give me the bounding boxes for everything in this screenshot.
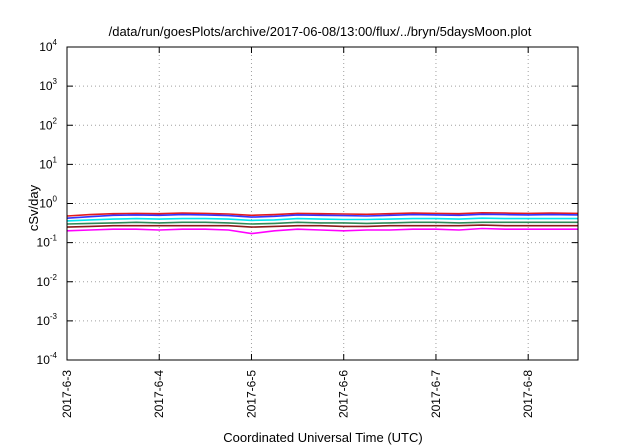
x-tick-label: 2017-6-8 bbox=[521, 370, 535, 418]
y-tick-label: 10-3 bbox=[37, 312, 58, 328]
y-tick-label: 10-4 bbox=[37, 351, 58, 367]
y-tick-label: 100 bbox=[39, 195, 57, 211]
x-axis-label: Coordinated Universal Time (UTC) bbox=[223, 430, 422, 445]
x-tick-label: 2017-6-5 bbox=[244, 370, 258, 418]
series-line bbox=[66, 217, 578, 222]
x-tick-label: 2017-6-3 bbox=[60, 370, 74, 418]
x-tick-label: 2017-6-4 bbox=[152, 370, 166, 418]
grid-lines bbox=[67, 47, 578, 360]
y-tick-label: 101 bbox=[39, 155, 57, 171]
x-tick-label: 2017-6-7 bbox=[429, 370, 443, 418]
series-line bbox=[66, 213, 579, 219]
y-tick-label: 10-2 bbox=[37, 273, 58, 289]
y-tick-label: 102 bbox=[39, 116, 57, 132]
series-line bbox=[66, 221, 578, 225]
series-line bbox=[66, 224, 578, 228]
series-line bbox=[66, 211, 579, 217]
x-tick-label: 2017-6-6 bbox=[337, 370, 351, 418]
series-lines bbox=[66, 211, 579, 235]
y-axis-ticks: 10-4 10-3 10-2 10-1 100 101 102 103 104 bbox=[37, 38, 578, 367]
y-axis-label: cSv/day bbox=[26, 184, 41, 231]
y-tick-label: 10-1 bbox=[37, 234, 58, 250]
y-tick-label: 103 bbox=[39, 77, 57, 93]
series-line bbox=[66, 227, 578, 235]
y-tick-label: 104 bbox=[39, 38, 57, 54]
chart-title: /data/run/goesPlots/archive/2017-06-08/1… bbox=[109, 24, 532, 39]
x-axis-ticks: 2017-6-3 2017-6-4 2017-6-5 2017-6-6 2017-6-7… bbox=[60, 47, 535, 418]
